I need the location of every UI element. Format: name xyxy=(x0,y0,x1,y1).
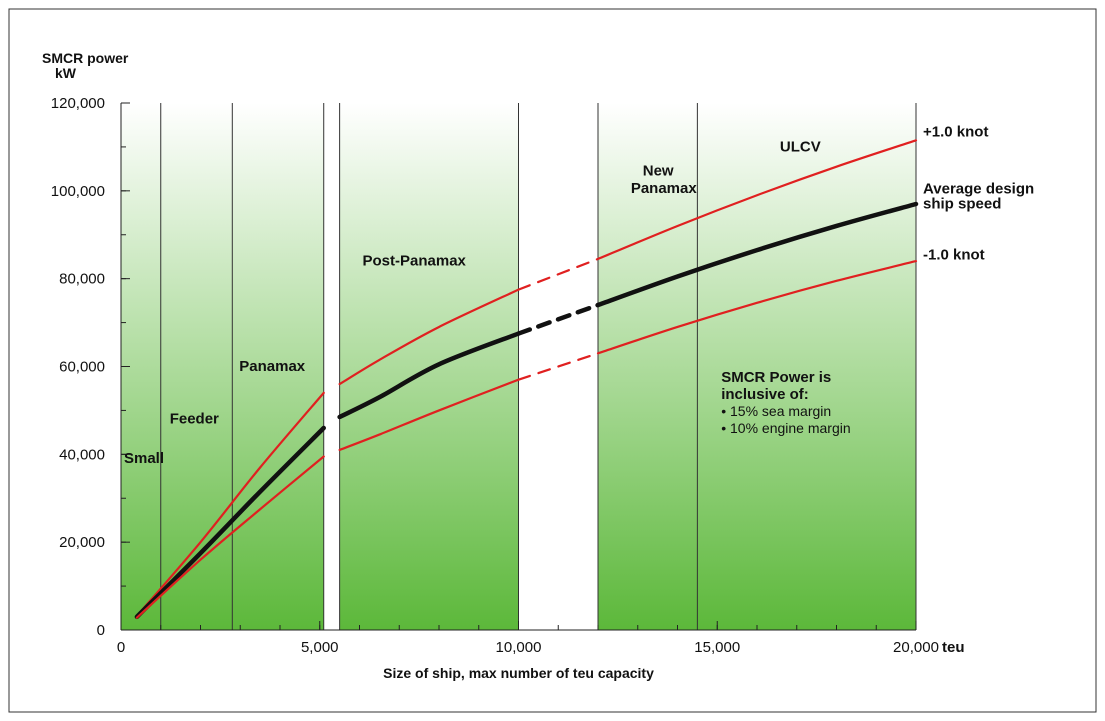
series-end-label: Average design xyxy=(923,181,1034,198)
series-line-solid xyxy=(596,139,918,261)
region-label: Post-Panamax xyxy=(363,252,467,269)
note-item: • 15% sea margin xyxy=(721,403,831,419)
x-axis-title: Size of ship, max number of teu capacity xyxy=(383,665,654,681)
note-item: • 10% engine margin xyxy=(721,420,850,436)
region-label: Feeder xyxy=(170,411,219,428)
series-line-solid xyxy=(337,331,521,420)
series-line-solid xyxy=(595,201,919,308)
series-line-solid xyxy=(134,425,326,620)
y-tick-label: 80,000 xyxy=(59,271,105,288)
series-line-dashed xyxy=(517,257,600,291)
region-label: Panamax xyxy=(631,180,698,197)
x-axis-unit: teu xyxy=(942,639,965,656)
series-2 xyxy=(135,260,918,619)
note-title: SMCR Power is xyxy=(721,369,831,386)
gradient-band-3 xyxy=(598,103,916,630)
y-tick-label: 0 xyxy=(97,622,105,639)
y-tick-label: 120,000 xyxy=(51,95,105,112)
x-tick-label: 5,000 xyxy=(301,639,339,656)
series-end-label: -1.0 knot xyxy=(923,247,985,264)
note-title: inclusive of: xyxy=(721,386,809,403)
x-tick-label: 20,000 xyxy=(893,639,939,656)
series-0 xyxy=(135,139,918,618)
x-tick-label: 15,000 xyxy=(694,639,740,656)
series-line-solid xyxy=(338,378,520,452)
series-line-solid xyxy=(135,455,325,619)
series-line-dashed xyxy=(516,302,601,336)
y-tick-label: 40,000 xyxy=(59,446,105,463)
series-end-label: +1.0 knot xyxy=(923,124,988,141)
x-tick-label: 0 xyxy=(117,639,125,656)
y-tick-label: 20,000 xyxy=(59,534,105,551)
y-axis-unit: kW xyxy=(55,65,77,81)
region-label: New xyxy=(643,162,674,179)
series-1 xyxy=(134,201,919,620)
series-end-label: ship speed xyxy=(923,196,1001,213)
series-line-solid xyxy=(135,391,325,618)
region-label: Small xyxy=(124,450,164,467)
region-label: Panamax xyxy=(239,358,306,375)
series-line-dashed xyxy=(517,352,600,381)
y-axis-title: SMCR power xyxy=(42,50,129,66)
y-tick-label: 100,000 xyxy=(51,183,105,200)
series-line-solid xyxy=(338,288,520,386)
x-tick-label: 10,000 xyxy=(496,639,542,656)
series-line-solid xyxy=(596,260,918,355)
region-label: ULCV xyxy=(780,138,821,155)
y-tick-label: 60,000 xyxy=(59,359,105,376)
